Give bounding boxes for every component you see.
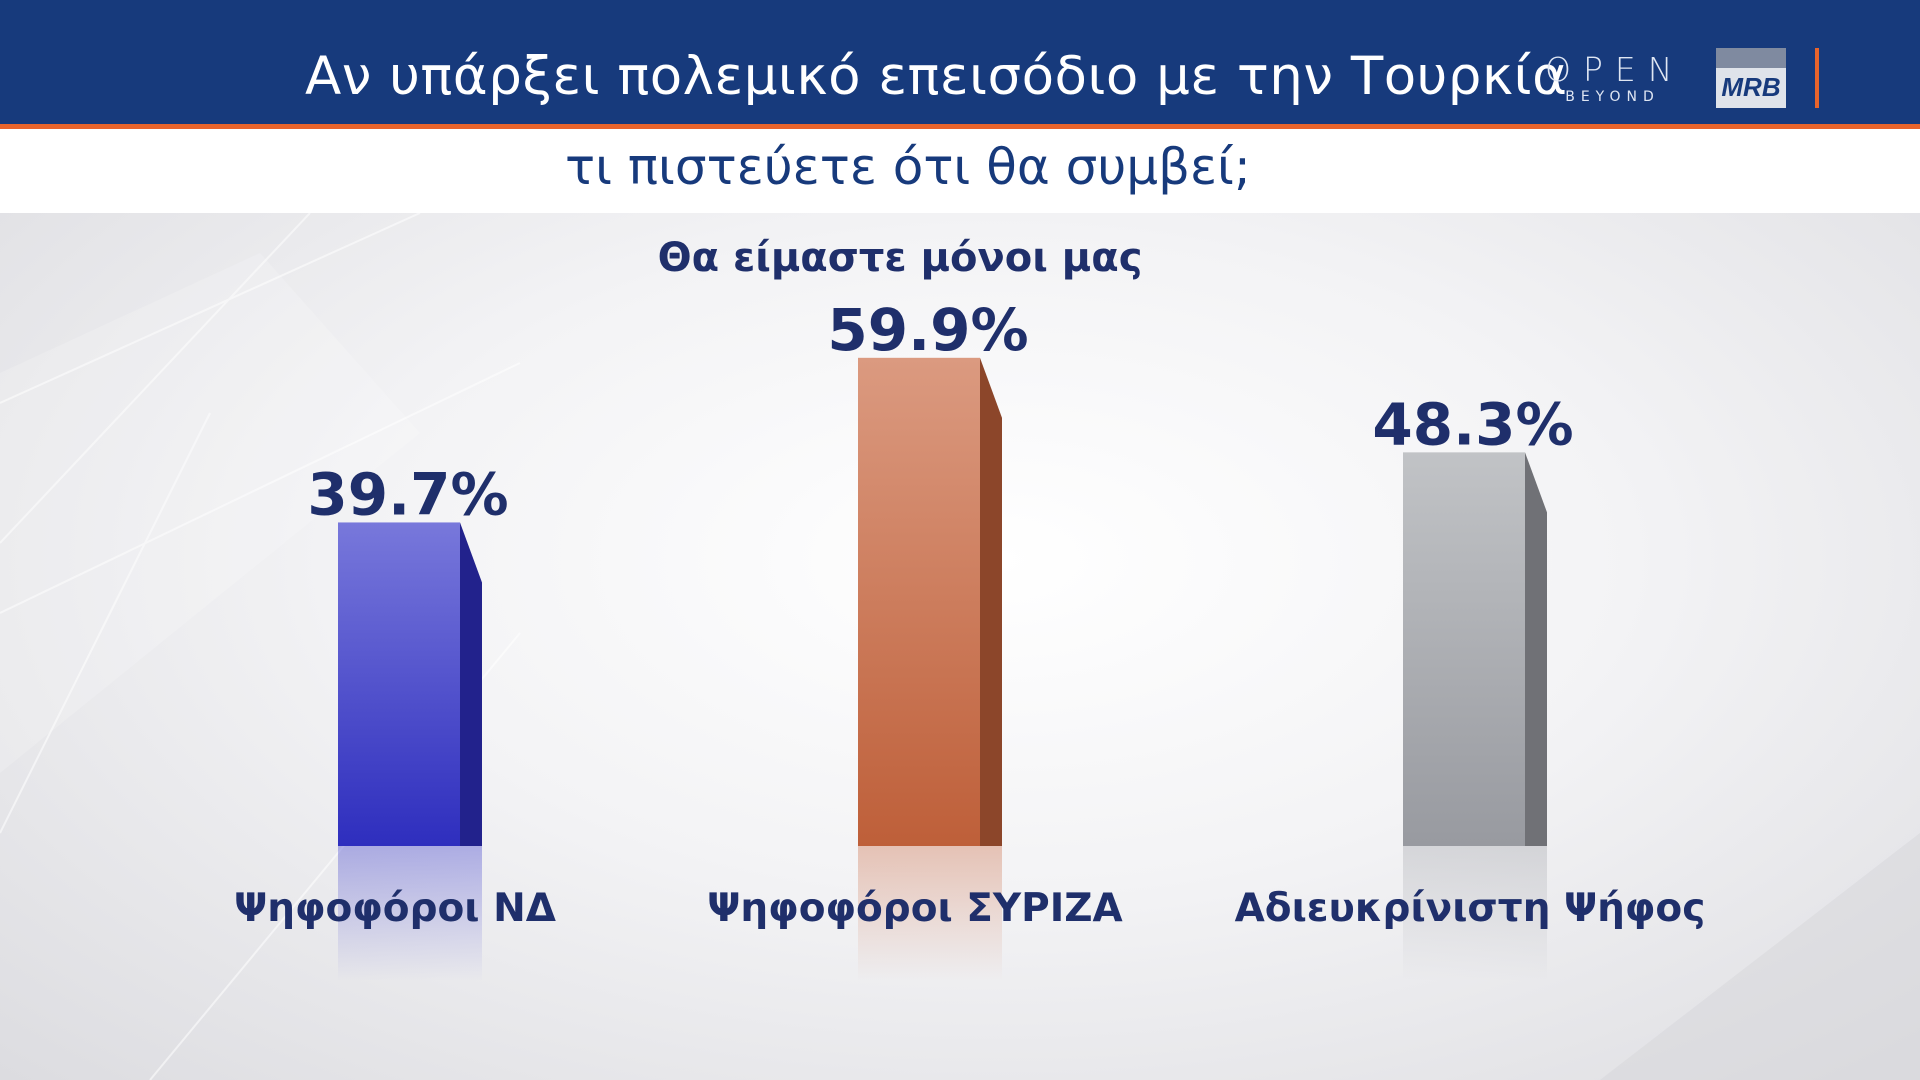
- bar: [1403, 452, 1525, 846]
- open-beyond-logo: OPEN BEYOND: [1545, 52, 1680, 106]
- mrb-logo-text: MRB: [1721, 72, 1781, 102]
- logo-divider: [1815, 48, 1819, 108]
- bar-reflection: [338, 846, 482, 981]
- open-logo-sub: BEYOND: [1565, 89, 1660, 105]
- bar-value-label: 39.7%: [307, 460, 508, 528]
- bar-chart: 39.7% Ψηφοφόροι ΝΔ 59.9% Ψηφοφόροι ΣΥΡΙΖΑ 48…: [234, 296, 1706, 981]
- bar-reflection: [1403, 846, 1547, 981]
- bar-value-label: 59.9%: [827, 296, 1028, 364]
- category-label: Ψηφοφόροι ΝΔ: [234, 886, 556, 931]
- bar-reflection: [858, 846, 1002, 981]
- page-subtitle: τι πιστεύετε ότι θα συμβεί;: [565, 138, 1251, 196]
- category-label: Αδιευκρίνιστη Ψήφος: [1235, 886, 1706, 931]
- bar: [858, 357, 980, 846]
- header-bar: [0, 0, 1920, 124]
- mrb-logo: MRB: [1716, 48, 1786, 108]
- bar-side: [980, 357, 1002, 846]
- subtitle-bar: [0, 129, 1920, 213]
- open-logo-word: OPEN: [1545, 50, 1685, 89]
- bar-side: [460, 522, 482, 846]
- bar-value-label: 48.3%: [1372, 390, 1573, 458]
- bar-side: [1525, 452, 1547, 846]
- page-title: Αν υπάρξει πολεμικό επεισόδιο με την Του…: [305, 46, 1568, 107]
- chart-area: Θα είμαστε μόνοι μας 39.7% Ψηφοφόροι ΝΔ 59…: [0, 213, 1920, 1080]
- chart-heading: Θα είμαστε μόνοι μας: [657, 235, 1143, 281]
- header-accent-line: [0, 124, 1920, 129]
- mrb-logo-band: [1716, 48, 1786, 68]
- bar: [338, 522, 460, 846]
- category-label: Ψηφοφόροι ΣΥΡΙΖΑ: [707, 886, 1122, 931]
